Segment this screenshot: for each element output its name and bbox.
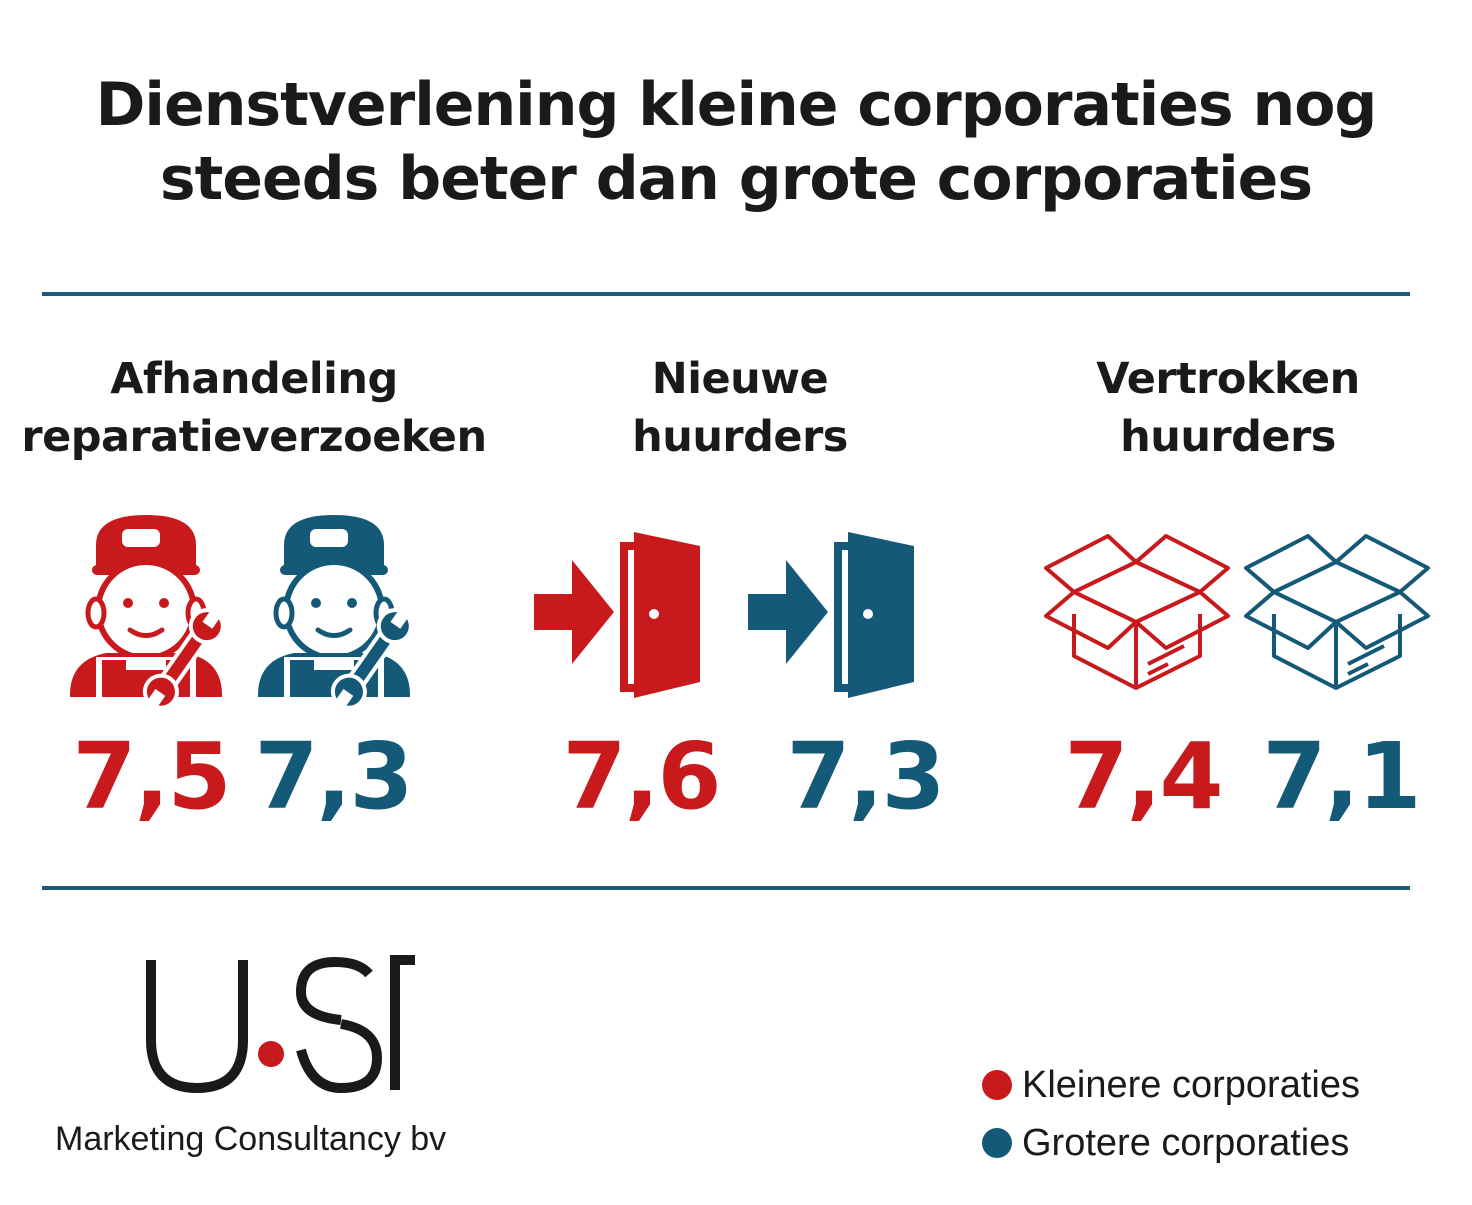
open-box-icon-red xyxy=(1044,534,1230,690)
value-repairs-kleinere: 7,5 xyxy=(72,723,232,830)
metric-departed-tenants-label-line-2: huurders xyxy=(1120,412,1336,462)
legend-dot-kleinere xyxy=(982,1070,1012,1100)
usp-logo-mark xyxy=(146,955,415,1094)
legend-label-grotere: Grotere corporaties xyxy=(1022,1121,1350,1164)
metric-departed-tenants-label-line-1: Vertrokken xyxy=(1096,354,1360,404)
legend-label-kleinere: Kleinere corporaties xyxy=(1022,1063,1360,1106)
bottom-divider xyxy=(42,886,1410,890)
value-departed-tenants-kleinere: 7,4 xyxy=(1064,723,1224,830)
mechanic-icon-red xyxy=(70,515,225,710)
legend: Kleinere corporaties Grotere corporaties xyxy=(982,1056,1360,1172)
metric-repairs: Afhandeling reparatieverzoeken xyxy=(20,350,488,466)
top-divider xyxy=(42,292,1410,296)
metric-departed-tenants: Vertrokken huurders xyxy=(1028,350,1428,466)
door-enter-icon-blue xyxy=(748,532,914,698)
usp-logo-subtitle: Marketing Consultancy bv xyxy=(55,1120,447,1158)
metric-repairs-label-line-1: Afhandeling xyxy=(110,354,398,404)
legend-dot-grotere xyxy=(982,1128,1012,1158)
open-box-icon-blue xyxy=(1244,534,1430,690)
title-line-1: Dienstverlening kleine corporaties nog xyxy=(95,70,1378,140)
legend-item-kleinere: Kleinere corporaties xyxy=(982,1056,1360,1114)
door-enter-icon-red xyxy=(534,532,700,698)
value-new-tenants-grotere: 7,3 xyxy=(786,723,946,830)
value-departed-tenants-grotere: 7,1 xyxy=(1262,723,1422,830)
value-repairs-grotere: 7,3 xyxy=(254,723,414,830)
metric-new-tenants-label: Nieuwe huurders xyxy=(540,350,940,466)
metric-repairs-label: Afhandeling reparatieverzoeken xyxy=(20,350,488,466)
metric-departed-tenants-label: Vertrokken huurders xyxy=(1028,350,1428,466)
legend-item-grotere: Grotere corporaties xyxy=(982,1114,1360,1172)
title-line-2: steeds beter dan grote corporaties xyxy=(159,144,1313,214)
value-new-tenants-kleinere: 7,6 xyxy=(562,723,722,830)
metric-repairs-label-line-2: reparatieverzoeken xyxy=(21,412,487,462)
metric-new-tenants-label-line-2: huurders xyxy=(632,412,848,462)
metric-new-tenants: Nieuwe huurders xyxy=(540,350,940,466)
mechanic-icon-blue xyxy=(258,515,413,710)
metric-new-tenants-label-line-1: Nieuwe xyxy=(651,354,829,404)
page-title: Dienstverlening kleine corporaties nog s… xyxy=(0,68,1472,216)
